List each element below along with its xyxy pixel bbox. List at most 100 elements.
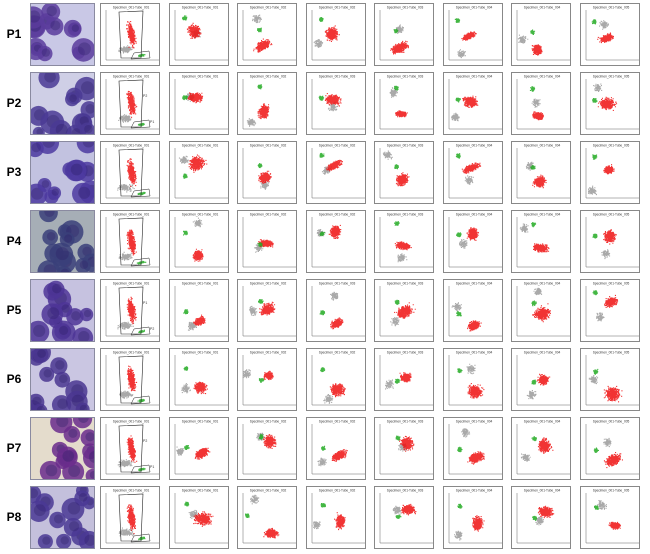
plot-title: Specimen_001-Tube_002 — [250, 420, 287, 424]
plot-title: Specimen_001-Tube_003 — [387, 213, 424, 217]
micrograph-image — [30, 279, 95, 342]
scatter-plot: Specimen_001-Tube_002 — [237, 279, 297, 342]
scatter-plot: Specimen_001-Tube_005 — [579, 72, 640, 135]
plot-title: Specimen_001-Tube_004 — [455, 75, 492, 79]
scatter-plot: Specimen_001-Tube_003 — [374, 72, 434, 135]
plot-title: Specimen_001-Tube_004 — [455, 213, 492, 217]
scatter-plot: Specimen_001-Tube_002 — [237, 417, 297, 480]
scatter-plot: Specimen_001-Tube_003 — [374, 3, 434, 66]
plot-title: Specimen_001-Tube_002 — [250, 144, 287, 148]
plot-title: Specimen_001-Tube_003 — [387, 489, 424, 493]
plot-title: Specimen_001-Tube_001 — [181, 213, 218, 217]
scatter-plot: Specimen_001-Tube_003 — [305, 72, 366, 135]
scatter-plot: Specimen_001-Tube_001 — [168, 417, 229, 480]
scatter-plot: Specimen_001-Tube_004 — [511, 279, 571, 342]
scatter-plot: Specimen_001-Tube_002 — [305, 141, 366, 204]
scatter-plot: Specimen_001-Tube_004 — [511, 210, 571, 273]
plot-title: Specimen_001-Tube_001 — [181, 282, 218, 286]
plot-title: Specimen_001-Tube_003 — [318, 282, 355, 286]
gate-label: P2 — [143, 94, 147, 98]
patient-label: P8 — [6, 510, 22, 524]
scatter-plot: Specimen_001-Tube_002 — [305, 3, 366, 66]
plot-title: Specimen_001-Tube_001 — [181, 351, 218, 355]
scatter-plot: Specimen_001-Tube_005 — [579, 141, 640, 204]
gate-label: P1 — [150, 120, 154, 124]
gating-plot: Specimen_001-Tube_001 P2 P1 — [100, 417, 160, 480]
scatter-plot: Specimen_001-Tube_004 — [442, 279, 503, 342]
plot-title: Specimen_001-Tube_005 — [592, 144, 629, 148]
micrograph-image — [30, 72, 95, 135]
patient-label: P1 — [6, 27, 22, 41]
scatter-plot: Specimen_001-Tube_004 — [511, 486, 571, 549]
scatter-plot: Specimen_001-Tube_004 — [442, 72, 503, 135]
patient-label: P6 — [6, 372, 22, 386]
scatter-plot: Specimen_001-Tube_005 — [579, 348, 640, 411]
plot-title: Specimen_001-Tube_002 — [318, 420, 355, 424]
micrograph-image — [30, 141, 95, 204]
plot-title: Specimen_001-Tube_001 — [113, 6, 150, 10]
micrograph-image — [30, 417, 95, 480]
plot-title: Specimen_001-Tube_004 — [524, 6, 561, 10]
plot-title: Specimen_001-Tube_002 — [250, 282, 287, 286]
scatter-plot: Specimen_001-Tube_002 — [237, 3, 297, 66]
patient-label: P2 — [6, 96, 22, 110]
scatter-plot: Specimen_001-Tube_003 — [374, 348, 434, 411]
plot-title: Specimen_001-Tube_002 — [250, 75, 287, 79]
scatter-plot: Specimen_001-Tube_004 — [442, 417, 503, 480]
scatter-plot: Specimen_001-Tube_003 — [305, 279, 366, 342]
plot-title: Specimen_001-Tube_004 — [455, 489, 492, 493]
gating-plot: Specimen_001-Tube_001 — [100, 3, 160, 66]
plot-title: Specimen_001-Tube_001 — [113, 489, 150, 493]
scatter-plot: Specimen_001-Tube_002 — [237, 72, 297, 135]
scatter-plot: Specimen_001-Tube_001 — [168, 3, 229, 66]
plot-title: Specimen_001-Tube_002 — [318, 489, 355, 493]
plot-title: Specimen_001-Tube_005 — [592, 489, 629, 493]
scatter-plot: Specimen_001-Tube_002 — [305, 486, 366, 549]
plot-title: Specimen_001-Tube_002 — [318, 213, 355, 217]
scatter-plot: Specimen_001-Tube_001 — [168, 72, 229, 135]
micrograph-image — [30, 348, 95, 411]
plot-title: Specimen_001-Tube_003 — [387, 6, 424, 10]
plot-title: Specimen_001-Tube_004 — [455, 282, 492, 286]
scatter-plot: Specimen_001-Tube_005 — [579, 417, 640, 480]
scatter-plot: Specimen_001-Tube_002 — [237, 486, 297, 549]
plot-title: Specimen_001-Tube_003 — [387, 351, 424, 355]
scatter-plot: Specimen_001-Tube_004 — [442, 210, 503, 273]
scatter-plot: Specimen_001-Tube_002 — [237, 348, 297, 411]
gate-label: P1 — [150, 465, 154, 469]
gate-label: P1 — [143, 301, 147, 305]
plot-title: Specimen_001-Tube_002 — [250, 351, 287, 355]
scatter-plot: Specimen_001-Tube_002 — [237, 141, 297, 204]
scatter-plot: Specimen_001-Tube_003 — [374, 486, 434, 549]
plot-title: Specimen_001-Tube_004 — [524, 489, 561, 493]
plot-title: Specimen_001-Tube_001 — [113, 75, 150, 79]
gating-plot: Specimen_001-Tube_001 — [100, 210, 160, 273]
plot-title: Specimen_001-Tube_004 — [524, 75, 561, 79]
scatter-plot: Specimen_001-Tube_004 — [442, 486, 503, 549]
scatter-plot: Specimen_001-Tube_001 — [168, 279, 229, 342]
gating-plot: Specimen_001-Tube_001 — [100, 141, 160, 204]
micrograph-image — [30, 210, 95, 273]
scatter-plot: Specimen_001-Tube_004 — [511, 348, 571, 411]
plot-title: Specimen_001-Tube_005 — [592, 213, 629, 217]
plot-title: Specimen_001-Tube_004 — [524, 282, 561, 286]
gate-label: P2 — [143, 439, 147, 443]
plot-title: Specimen_001-Tube_005 — [592, 282, 629, 286]
scatter-plot: Specimen_001-Tube_004 — [442, 3, 503, 66]
plot-title: Specimen_001-Tube_003 — [387, 144, 424, 148]
plot-title: Specimen_001-Tube_002 — [318, 6, 355, 10]
plot-title: Specimen_001-Tube_002 — [318, 351, 355, 355]
plot-title: Specimen_001-Tube_004 — [455, 144, 492, 148]
scatter-plot: Specimen_001-Tube_003 — [374, 417, 434, 480]
plot-title: Specimen_001-Tube_001 — [113, 213, 150, 217]
plot-title: Specimen_001-Tube_005 — [592, 75, 629, 79]
scatter-plot: Specimen_001-Tube_002 — [305, 348, 366, 411]
scatter-plot: Specimen_001-Tube_004 — [511, 417, 571, 480]
plot-title: Specimen_001-Tube_002 — [318, 144, 355, 148]
plot-title: Specimen_001-Tube_005 — [592, 351, 629, 355]
scatter-plot: Specimen_001-Tube_001 — [168, 348, 229, 411]
scatter-plot: Specimen_001-Tube_004 — [442, 141, 503, 204]
patient-label: P7 — [6, 441, 22, 455]
plot-title: Specimen_001-Tube_001 — [113, 144, 150, 148]
scatter-plot: Specimen_001-Tube_004 — [442, 348, 503, 411]
